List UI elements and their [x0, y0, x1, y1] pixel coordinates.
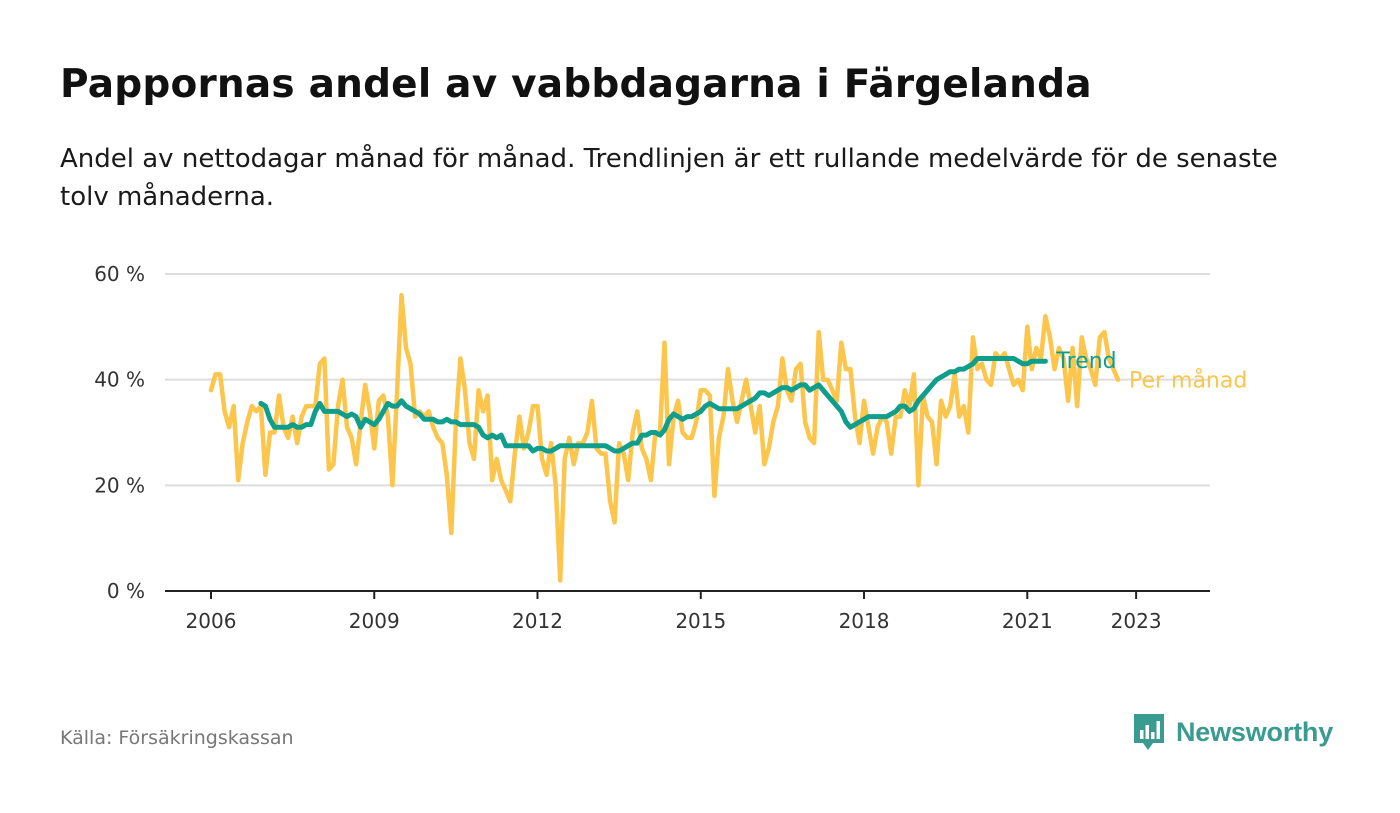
- legend-label-trend: Trend: [1055, 349, 1116, 374]
- x-tick-label: 2021: [1002, 609, 1053, 633]
- brand-name: Newsworthy: [1176, 716, 1334, 747]
- series-line-trend: [258, 356, 1048, 454]
- x-tick-label: 2023: [1111, 609, 1162, 633]
- chart-subtitle: Andel av nettodagar månad för månad. Tre…: [60, 144, 1278, 212]
- x-axis-tick-labels: 2006 2009 2012 2015 2018 2021 2023: [186, 591, 1162, 633]
- chart-title: Pappornas andel av vabbdagarna i Färgela…: [60, 62, 1092, 107]
- x-tick-label: 2018: [839, 609, 890, 633]
- brand-logo[interactable]: Newsworthy: [1132, 712, 1333, 752]
- series-line-per-manad: [208, 292, 1121, 583]
- legend-label-per-manad: Per månad: [1129, 368, 1247, 394]
- y-tick-label: 40 %: [94, 368, 145, 392]
- grid-lines: [165, 273, 1210, 487]
- y-tick-label: 60 %: [94, 262, 145, 286]
- x-tick-label: 2012: [512, 609, 563, 633]
- x-tick-label: 2015: [675, 609, 726, 633]
- y-tick-label: 0 %: [107, 579, 145, 603]
- source-note: Källa: Försäkringskassan: [60, 727, 294, 749]
- line-chart: 0 % 20 % 40 % 60 % 2006 2009 2012 2015 2018 2021…: [94, 262, 1247, 633]
- x-tick-label: 2009: [349, 609, 400, 633]
- newsworthy-logo-icon: [1134, 714, 1164, 750]
- x-tick-label: 2006: [186, 609, 237, 633]
- y-axis-tick-labels: 0 % 20 % 40 % 60 %: [94, 262, 145, 603]
- y-tick-label: 20 %: [94, 473, 145, 497]
